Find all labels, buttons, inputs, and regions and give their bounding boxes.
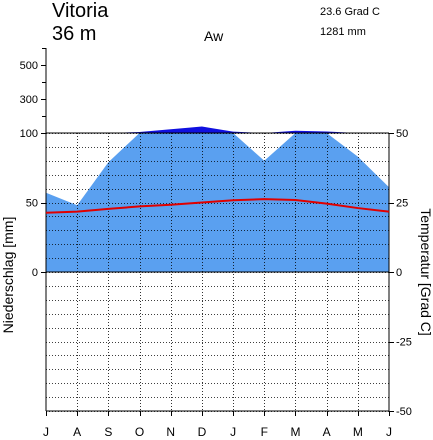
temp-tick-label: 50 — [396, 128, 408, 140]
climate-class: Aw — [204, 28, 224, 44]
precipitation-perhumid-area — [46, 126, 389, 133]
precip-tick-label: 0 — [32, 267, 38, 279]
annual-precipitation: 1281 mm — [320, 26, 366, 38]
precip-tick-label: 50 — [26, 198, 38, 210]
precip-tick-label: 500 — [20, 60, 38, 72]
month-label: M — [290, 425, 300, 439]
right-axis-title: Temperatur [Grad C] — [418, 208, 433, 336]
temp-tick-label: -25 — [396, 337, 412, 349]
station-elevation: 36 m — [52, 23, 96, 45]
month-label: S — [104, 425, 112, 439]
temp-tick-label: 0 — [396, 267, 402, 279]
left-axis-title: Niederschlag [mm] — [0, 217, 16, 334]
month-label: M — [353, 425, 363, 439]
mean-temperature: 23.6 Grad C — [320, 6, 380, 18]
month-label: N — [166, 425, 175, 439]
axis-layer — [41, 48, 394, 416]
precipitation-area — [46, 133, 389, 272]
precipitation-area-layer — [46, 126, 389, 272]
station-name: Vitoria — [52, 0, 109, 22]
month-label: D — [198, 425, 207, 439]
month-label: J — [386, 425, 392, 439]
temperature-line-layer — [45, 198, 390, 214]
tick-label-layer: 0 50 100 300 500 -50 -25 0 25 50 J A S O N D J F M A M J — [20, 60, 412, 439]
month-label: O — [135, 425, 144, 439]
precip-tick-label: 300 — [20, 94, 38, 106]
temp-tick-label: 25 — [396, 198, 408, 210]
month-label: J — [230, 425, 236, 439]
precip-tick-label: 100 — [20, 128, 38, 140]
temp-tick-label: -50 — [396, 406, 412, 418]
month-label: F — [261, 425, 268, 439]
month-label: A — [323, 425, 331, 439]
temperature-line — [45, 198, 390, 214]
month-label: J — [43, 425, 49, 439]
month-label: A — [73, 425, 81, 439]
